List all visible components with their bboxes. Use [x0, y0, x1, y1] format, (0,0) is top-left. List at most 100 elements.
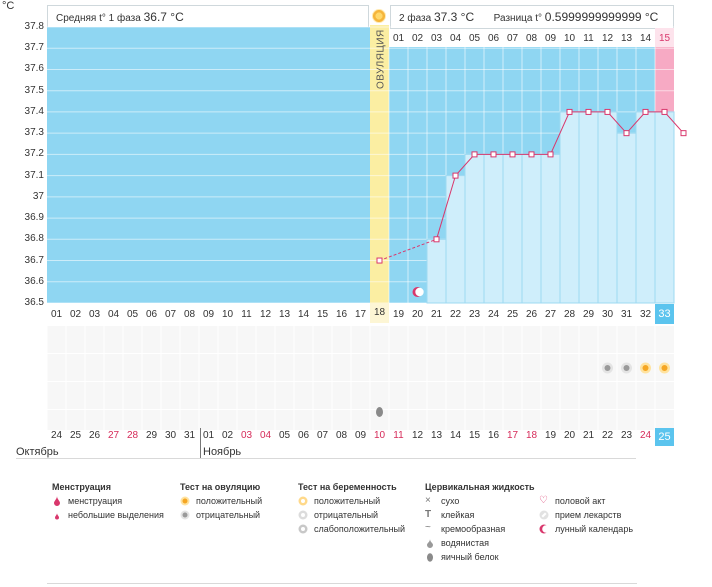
date-cell[interactable]: 08 [335, 430, 348, 441]
date-cell[interactable]: 14 [449, 430, 462, 441]
date-cell[interactable]: 10 [373, 430, 386, 441]
cycle-day-cell[interactable]: 17 [354, 309, 367, 320]
phase2-day-label: 06 [488, 33, 500, 44]
temperature-bar [521, 153, 542, 304]
test-negative-icon [298, 510, 308, 520]
difference-value: 0.5999999999999 °C [544, 10, 659, 24]
cycle-day-cell[interactable]: 25 [506, 309, 519, 320]
y-tick-label: 36.5 [24, 297, 44, 308]
cycle-day-cell[interactable]: 14 [297, 309, 310, 320]
date-cell[interactable]: 23 [620, 430, 633, 441]
date-cell[interactable]: 04 [259, 430, 272, 441]
date-cell[interactable]: 02 [221, 430, 234, 441]
cycle-day-cell[interactable]: 31 [620, 309, 633, 320]
date-cell[interactable]: 27 [107, 430, 120, 441]
date-cell[interactable]: 07 [316, 430, 329, 441]
legend-ov-positive: положительный [180, 495, 262, 507]
date-cell[interactable]: 15 [468, 430, 481, 441]
cycle-day-cell[interactable]: 01 [50, 309, 63, 320]
cycle-day-cell[interactable]: 10 [221, 309, 234, 320]
date-cell[interactable]: 31 [183, 430, 196, 441]
date-cell[interactable]: 22 [601, 430, 614, 441]
date-cell[interactable]: 19 [544, 430, 557, 441]
cycle-day-cell[interactable]: 09 [202, 309, 215, 320]
drop-icon [54, 496, 60, 506]
egg-icon [376, 407, 383, 417]
cycle-day-cell[interactable]: 32 [639, 309, 652, 320]
temperature-bar [483, 153, 504, 304]
date-cell[interactable]: 13 [430, 430, 443, 441]
legend-cervical-title: Цервикальная жидкость [425, 482, 535, 492]
cycle-day-cell[interactable]: 23 [468, 309, 481, 320]
cycle-day-cell[interactable]: 05 [126, 309, 139, 320]
date-cell[interactable]: 05 [278, 430, 291, 441]
y-tick-label: 37.3 [24, 127, 44, 139]
cycle-day-cell[interactable]: 21 [430, 309, 443, 320]
phase1-label: Средняя t° 1 фаза [56, 13, 141, 24]
date-cell[interactable]: 25 [655, 428, 674, 446]
phase2-day-label: 08 [526, 33, 538, 44]
temperature-bar [635, 111, 656, 304]
cycle-day-cell[interactable]: 06 [145, 309, 158, 320]
date-cell[interactable]: 09 [354, 430, 367, 441]
y-tick-label: 37.1 [24, 169, 44, 181]
date-cell[interactable]: 26 [88, 430, 101, 441]
legend-preg-positive: положительный [298, 495, 380, 507]
cycle-day-cell[interactable]: 16 [335, 309, 348, 320]
phase2-day-label: 09 [545, 33, 557, 44]
test-positive-icon [298, 496, 308, 506]
test-positive-icon-core [661, 365, 668, 371]
y-tick-label: 37.4 [24, 105, 44, 117]
date-cell[interactable]: 20 [563, 430, 576, 441]
cycle-day-cell[interactable]: 30 [601, 309, 614, 320]
data-point [490, 151, 497, 158]
legend-creamy: ~ кремообразная [425, 522, 506, 535]
cycle-day-cell[interactable]: 11 [241, 309, 252, 320]
cycle-day-cell[interactable]: 12 [259, 309, 272, 320]
cycle-day-cell[interactable]: 07 [164, 309, 177, 320]
date-cell[interactable]: 01 [202, 430, 215, 441]
data-point [528, 151, 535, 158]
cycle-day-cell[interactable]: 26 [525, 309, 538, 320]
date-cell[interactable]: 25 [69, 430, 82, 441]
cycle-day-cell[interactable]: 02 [69, 309, 82, 320]
cycle-day-cell[interactable]: 08 [183, 309, 196, 320]
cycle-day-cell[interactable]: 04 [107, 309, 120, 320]
cycle-day-cell[interactable]: 27 [544, 309, 557, 320]
legend-menstruation: менструация [52, 495, 122, 507]
date-cell[interactable]: 17 [506, 430, 519, 441]
moon-icon [539, 524, 549, 534]
cycle-day-cell[interactable]: 03 [88, 309, 101, 320]
date-cell[interactable]: 12 [411, 430, 424, 441]
date-cell[interactable]: 24 [50, 430, 63, 441]
cycle-day-cell[interactable]: 24 [487, 309, 500, 320]
date-cell[interactable]: 30 [164, 430, 177, 441]
cycle-day-cell[interactable]: 18 [370, 303, 389, 323]
date-cell[interactable]: 03 [240, 430, 253, 441]
date-cell[interactable]: 06 [297, 430, 310, 441]
date-cell[interactable]: 28 [126, 430, 139, 441]
cycle-day-cell[interactable]: 20 [411, 309, 424, 320]
date-cell[interactable]: 24 [639, 430, 652, 441]
egg-icon [427, 553, 433, 562]
wave-icon: ~ [425, 522, 431, 533]
date-cell[interactable]: 21 [582, 430, 595, 441]
date-cell[interactable]: 29 [145, 430, 158, 441]
marks-row [47, 410, 674, 430]
cycle-day-cell[interactable]: 33 [655, 304, 674, 324]
date-cell[interactable]: 16 [487, 430, 500, 441]
cycle-day-cell[interactable]: 19 [392, 309, 405, 320]
cycle-day-cell[interactable]: 22 [449, 309, 462, 320]
data-point [604, 108, 611, 115]
test-weak-icon [298, 524, 308, 534]
phase2-day-label: 03 [431, 33, 443, 44]
cycle-day-cell[interactable]: 13 [278, 309, 291, 320]
cycle-day-cell[interactable]: 28 [563, 309, 576, 320]
cycle-day-cell[interactable]: 29 [582, 309, 595, 320]
cycle-day-cell[interactable]: 15 [316, 309, 329, 320]
data-point [471, 151, 478, 158]
date-cell[interactable]: 11 [393, 430, 404, 441]
data-point [547, 151, 554, 158]
date-cell[interactable]: 18 [525, 430, 538, 441]
unit-label: °C [2, 0, 15, 12]
